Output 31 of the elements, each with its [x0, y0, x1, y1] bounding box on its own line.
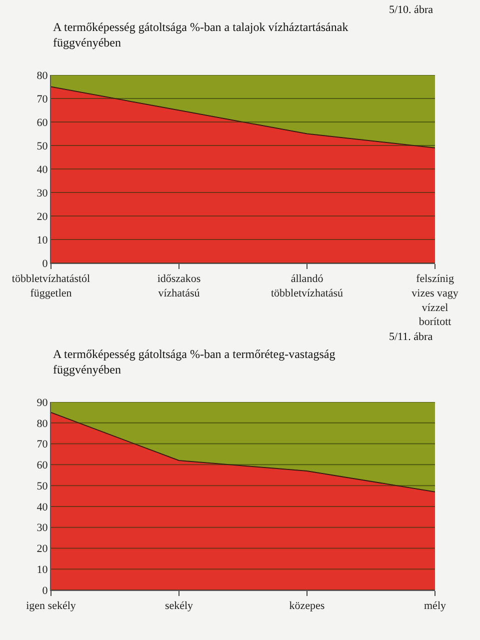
y-tick-label: 40: [36, 501, 48, 514]
y-tick-label: 60: [36, 460, 48, 472]
text: 5/11. ábra: [389, 331, 433, 343]
y-tick-label: 0: [42, 584, 48, 597]
y-tick-label: 70: [36, 93, 48, 106]
y-tick-label: 70: [36, 438, 48, 451]
y-tick-label: 90: [36, 396, 48, 409]
chart-title: A termőképesség gátoltsága %-ban a termőréteg-vastagság függvényében: [53, 347, 336, 377]
x-tick-label: időszakos vízhatású: [157, 273, 201, 300]
x-tick-label: sekély: [164, 600, 194, 612]
x-tick-label: igen sekély: [26, 600, 76, 612]
y-tick-label: 30: [36, 187, 48, 200]
x-tick-label: felszínig vizes vagy vízzel borított: [412, 273, 459, 328]
y-tick-label: 20: [36, 210, 48, 223]
y-tick-label: 40: [36, 164, 48, 176]
x-tick-label: állandó többletvízhatású: [270, 273, 344, 300]
y-tick-label: 60: [36, 116, 48, 129]
y-tick-label: 50: [36, 140, 48, 152]
y-tick-label: 50: [36, 480, 48, 492]
y-tick-label: 0: [42, 258, 48, 270]
chart-title: A termőképesség gátoltsága %-ban a talajok vízháztartásának függvényében: [53, 20, 348, 50]
x-tick-label: közepes: [289, 600, 325, 612]
x-tick-label: többletvízhatástól független: [12, 273, 90, 300]
y-tick-label: 10: [36, 234, 48, 246]
y-tick-label: 80: [36, 70, 48, 82]
y-tick-label: 10: [36, 564, 48, 576]
y-tick-label: 30: [36, 522, 48, 534]
x-tick-label: mély: [424, 600, 446, 612]
y-tick-label: 20: [36, 543, 48, 556]
y-tick-label: 80: [36, 418, 48, 430]
text: 5/10. ábra: [389, 4, 434, 16]
